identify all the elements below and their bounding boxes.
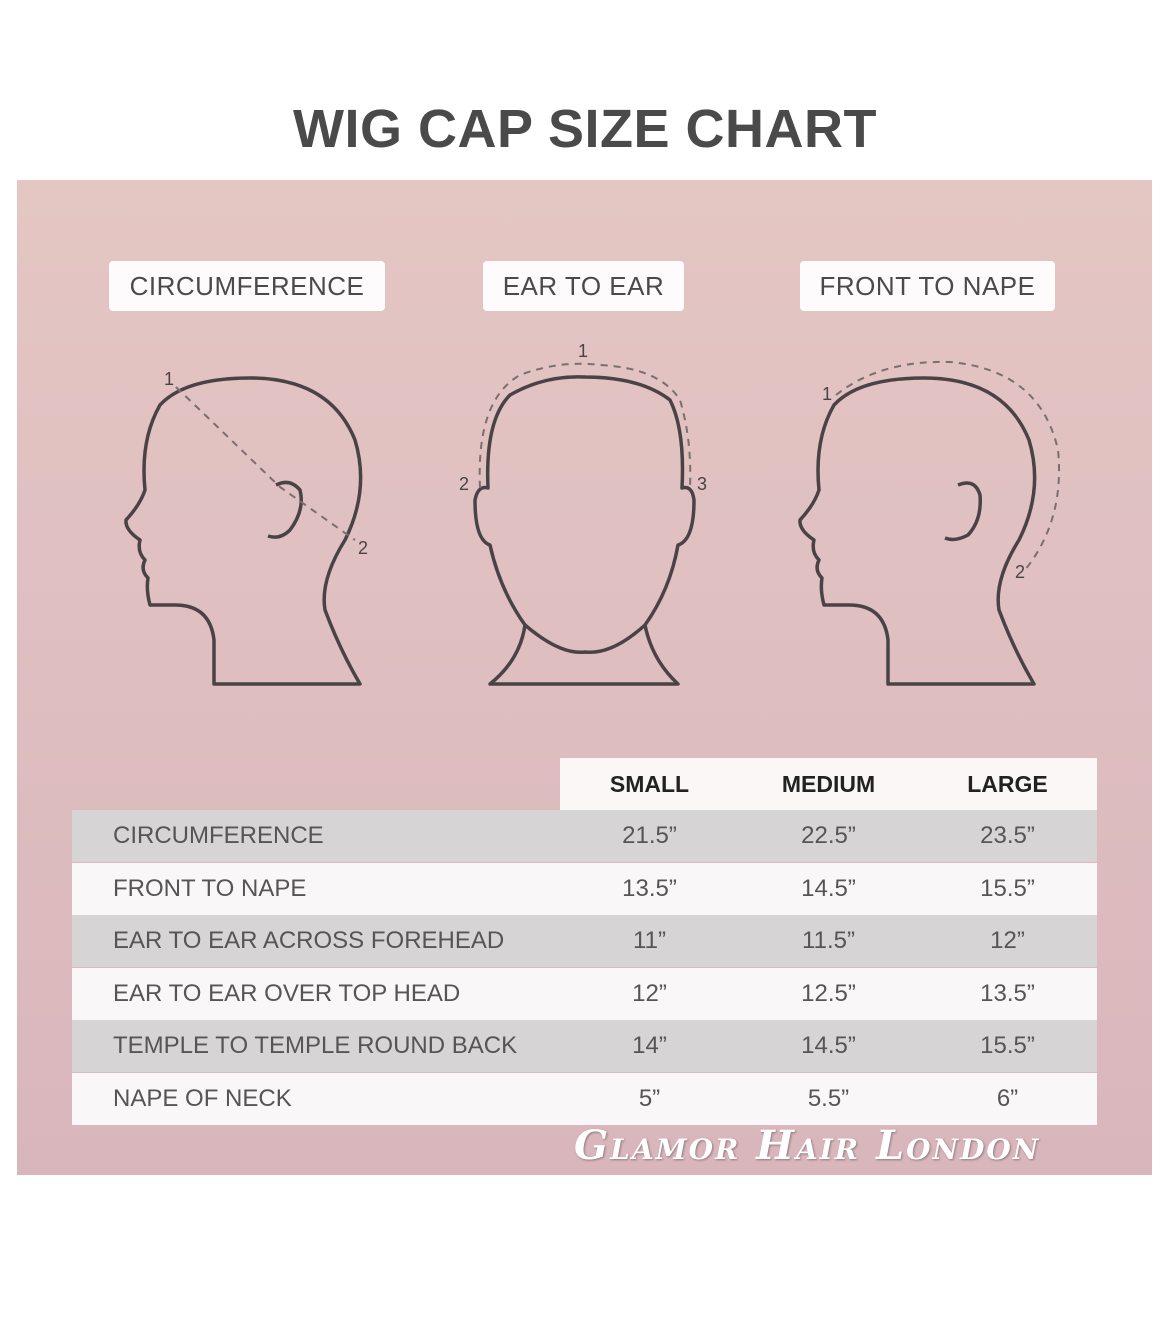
row-value: 21.5” (622, 822, 677, 849)
table-row: CIRCUMFERENCE 21.5” 22.5” 23.5” (72, 810, 1097, 862)
row-name: FRONT TO NAPE (113, 874, 307, 902)
table-row: EAR TO EAR ACROSS FOREHEAD 11” 11.5” 12” (72, 915, 1097, 967)
row-value: 15.5” (980, 874, 1035, 902)
head-side-circumference-illustration: 1 2 1 2 3 1 2 (124, 341, 1061, 686)
label-front-to-nape: FRONT TO NAPE (800, 261, 1055, 311)
row-name: TEMPLE TO TEMPLE ROUND BACK (113, 1032, 518, 1059)
row-value: 11” (633, 927, 666, 954)
row-value: 13.5” (622, 874, 677, 902)
table-row: FRONT TO NAPE 13.5” 14.5” 15.5” (72, 862, 1097, 915)
row-value: 5” (638, 1084, 661, 1112)
brand-logo: Glamor Hair London (574, 1122, 1041, 1169)
row-name: EAR TO EAR OVER TOP HEAD (113, 979, 461, 1007)
row-value: 5.5” (807, 1084, 850, 1112)
column-header-small: SMALL (609, 770, 690, 797)
point-label: 2 (459, 474, 469, 494)
page-title: WIG CAP SIZE CHART (292, 99, 877, 159)
row-value: 14” (632, 1032, 667, 1059)
point-label: 2 (358, 538, 368, 558)
row-value: 13.5” (980, 979, 1035, 1007)
table-row: NAPE OF NECK 5” 5.5” 6” (72, 1072, 1097, 1125)
row-value: 6” (996, 1084, 1019, 1112)
point-label: 1 (164, 369, 174, 389)
table-row: EAR TO EAR OVER TOP HEAD 12” 12.5” 13.5” (72, 967, 1097, 1020)
point-label: 1 (578, 341, 588, 361)
table-row: TEMPLE TO TEMPLE ROUND BACK 14” 14.5” 15.5” (72, 1020, 1097, 1072)
row-value: 22.5” (801, 822, 856, 849)
row-name: EAR TO EAR ACROSS FOREHEAD (113, 927, 505, 954)
point-label: 3 (697, 474, 707, 494)
column-header-large: LARGE (967, 770, 1048, 797)
size-table-header: SMALL MEDIUM LARGE (560, 758, 1097, 810)
row-value: 12” (990, 927, 1025, 954)
row-value: 11.5” (802, 927, 855, 954)
row-value: 23.5” (980, 822, 1035, 849)
label-ear-to-ear: EAR TO EAR (483, 261, 684, 311)
label-circumference: CIRCUMFERENCE (109, 261, 385, 311)
column-header-medium: MEDIUM (781, 770, 876, 797)
row-value: 15.5” (980, 1032, 1035, 1059)
row-value: 12.5” (801, 979, 856, 1007)
row-name: CIRCUMFERENCE (113, 822, 324, 849)
point-label: 1 (822, 384, 832, 404)
row-name: NAPE OF NECK (113, 1084, 292, 1112)
row-value: 14.5” (801, 1032, 856, 1059)
point-label: 2 (1015, 562, 1025, 582)
row-value: 14.5” (801, 874, 856, 902)
row-value: 12” (632, 979, 667, 1007)
